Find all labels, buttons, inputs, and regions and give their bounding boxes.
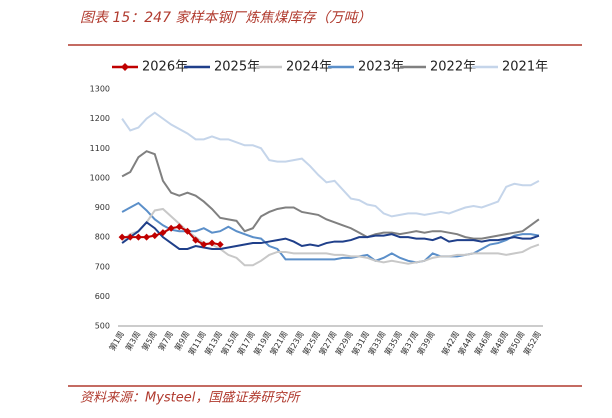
point-marker [143, 233, 151, 241]
point-marker [200, 241, 208, 249]
y-tick-label: 1200 [90, 114, 110, 123]
y-tick-label: 600 [95, 292, 110, 301]
legend-label: 2021年 [502, 60, 548, 75]
legend-label: 2026年 [142, 60, 188, 75]
series-line [121, 220, 540, 250]
point-marker [159, 229, 167, 237]
legend-label: 2025年 [214, 60, 260, 75]
series-line [121, 150, 540, 240]
point-marker [192, 236, 200, 244]
source: 资料来源：Mysteel，国盛证券研究所 [80, 390, 301, 406]
legend-label: 2024年 [286, 60, 332, 75]
point-marker [167, 224, 175, 232]
y-tick-label: 500 [95, 322, 110, 331]
legend-label: 2022年 [430, 60, 476, 75]
point-marker [134, 233, 142, 241]
legend-label: 2023年 [358, 60, 404, 75]
y-tick-label: 900 [95, 203, 110, 212]
x-tick-label: 第3周 [123, 329, 142, 352]
y-tick-label: 1100 [90, 144, 110, 153]
x-tick-label: 第5周 [139, 329, 158, 352]
point-marker [175, 223, 183, 231]
point-marker [118, 233, 126, 241]
point-marker [208, 239, 216, 247]
chart-title: 图表 15：247 家样本钢厂炼焦煤库存（万吨） [80, 10, 371, 26]
y-tick-label: 1000 [90, 173, 110, 182]
y-tick-label: 700 [95, 262, 110, 271]
x-tick-label: 第1周 [107, 329, 126, 352]
series-line [121, 111, 540, 218]
point-marker [151, 232, 159, 240]
series-line [121, 207, 540, 267]
point-marker [183, 227, 191, 235]
point-marker [126, 233, 134, 241]
legend-marker [121, 63, 129, 71]
x-tick-label: 第7周 [156, 329, 175, 352]
y-tick-label: 800 [95, 233, 110, 242]
y-tick-label: 1300 [90, 85, 110, 94]
point-marker [216, 241, 224, 249]
